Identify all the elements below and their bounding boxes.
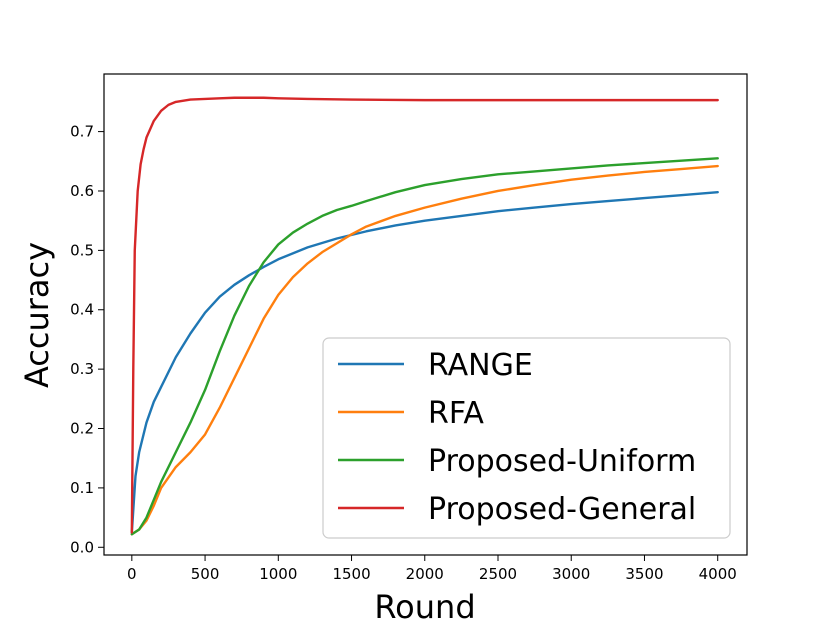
x-tick-label: 2500 [479,565,517,583]
x-axis-label: Round [374,588,475,623]
series-layer [130,96,719,536]
series-line-rfa [130,164,719,536]
plot-area-frame [103,73,748,556]
y-tick-label: 0.7 [70,123,94,141]
x-tick-label: 1000 [259,565,297,583]
legend-box [322,337,731,539]
y-axis-ticks: 0.0 0.1 0.2 0.3 0.4 0.5 0.6 0.7 [70,123,104,556]
y-tick-label: 0.3 [70,360,94,378]
x-tick-label: 1500 [332,565,370,583]
y-tick-label: 0.2 [70,420,94,438]
x-tick-label: 4000 [699,565,737,583]
series-line-proposed-general [130,96,719,534]
y-tick-label: 0.6 [70,182,94,200]
x-tick-label: 0 [127,565,137,583]
x-tick-label: 3000 [552,565,590,583]
series-line-proposed-uniform [130,157,719,536]
legend-label-rfa: RFA [428,396,484,431]
y-axis-label: Accuracy [18,242,56,388]
y-tick-label: 0.0 [70,538,94,556]
series-line-range [130,190,719,534]
legend: RANGE RFA Proposed-Uniform Proposed-General [322,337,731,539]
x-axis-ticks: 0 500 1000 1500 2000 2500 3000 3500 4000 [127,555,737,583]
y-tick-label: 0.5 [70,241,94,259]
y-tick-label: 0.1 [70,479,94,497]
x-tick-label: 3500 [625,565,663,583]
x-tick-label: 500 [191,565,220,583]
y-tick-label: 0.4 [70,301,94,319]
legend-label-proposed-uniform: Proposed-Uniform [428,444,696,479]
legend-label-proposed-general: Proposed-General [428,492,696,527]
legend-label-range: RANGE [428,348,533,383]
x-tick-label: 2000 [406,565,444,583]
